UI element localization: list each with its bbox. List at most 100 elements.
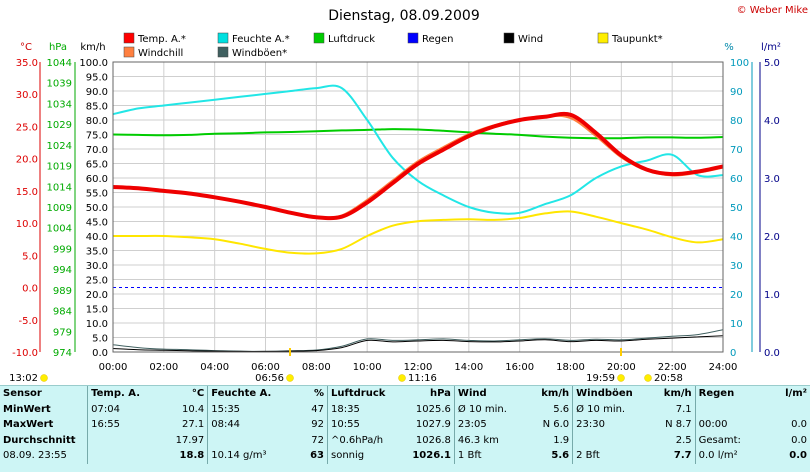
legend-swatch	[597, 32, 609, 44]
stats-cell: 1027.9	[415, 419, 451, 431]
wind-tick-label: 80.0	[86, 116, 108, 127]
wind-tick-label: 0.0	[92, 348, 108, 359]
time-tick-label: 08:00	[302, 362, 331, 373]
sun-marker-label: 13:02	[9, 373, 38, 384]
wind-tick-label: 90.0	[86, 87, 108, 98]
rain-tick-label: 4.0	[764, 116, 780, 127]
axis-ticks: 100.095.090.085.080.075.070.065.060.055.…	[12, 58, 780, 373]
legend-swatch	[503, 32, 515, 44]
time-tick-label: 06:00	[251, 362, 280, 373]
time-tick-label: 22:00	[658, 362, 687, 373]
stats-cell: l/m²	[785, 388, 807, 400]
sun-icon	[40, 374, 48, 382]
stats-cell: Wind	[453, 386, 519, 402]
pressure-tick-label: 979	[53, 327, 72, 338]
humidity-tick-label: 0	[730, 348, 736, 359]
chart-title: Dienstag, 08.09.2009	[328, 8, 479, 24]
stats-cell: 23:30	[572, 417, 639, 433]
stats-cell: 27.1	[181, 419, 205, 431]
pressure-unit-label: hPa	[49, 42, 67, 53]
wind-tick-label: 60.0	[86, 174, 108, 185]
sun-marker-label: 19:59	[586, 373, 615, 384]
humidity-tick-label: 40	[730, 232, 743, 243]
stats-cell: 1 Bft	[453, 448, 519, 464]
stats-cell: 18:35	[327, 401, 396, 417]
wind-tick-label: 40.0	[86, 232, 108, 243]
temp-tick-label: 10.0	[16, 219, 38, 230]
humidity-tick-label: 100	[730, 58, 749, 69]
stats-cell: 72	[311, 434, 324, 446]
sun-icon	[644, 374, 652, 382]
sun-icon	[286, 374, 294, 382]
copyright-label: © Weber Mike	[737, 5, 808, 16]
humidity-unit-label: %	[724, 42, 734, 53]
stats-cell: Regen	[694, 386, 764, 402]
temp-tick-label: 25.0	[16, 122, 38, 133]
stats-cell: 18.8	[179, 450, 205, 462]
stats-cell: 23:05	[453, 417, 519, 433]
wind-tick-label: 45.0	[86, 218, 108, 229]
stats-cell: ^0.6hPa/h	[327, 432, 396, 448]
pressure-tick-label: 1014	[47, 182, 72, 193]
series-taupunkt	[113, 210, 724, 255]
wind-tick-label: 75.0	[86, 131, 108, 142]
pressure-tick-label: 1029	[47, 120, 72, 131]
stats-cell	[87, 432, 154, 448]
sun-icon	[617, 374, 625, 382]
stats-cell: 7.7	[673, 450, 692, 462]
pressure-tick-label: 1024	[47, 141, 72, 152]
stats-cell: 1026.8	[415, 434, 451, 446]
sun-marker-label: 06:56	[255, 373, 284, 384]
stats-row: 08.09. 23:55 18.8 10.14 g/m³ 63 sonnig 1026.1…	[0, 448, 810, 464]
wind-tick-label: 25.0	[86, 276, 108, 287]
wind-tick-label: 65.0	[86, 160, 108, 171]
stats-table: Sensor Temp. A. °C Feuchte A.% Luftdruck hPa W…	[0, 386, 810, 464]
stats-cell: 5.6	[551, 450, 570, 462]
stats-cell: 10.4	[181, 403, 205, 415]
stats-cell: 16:55	[87, 417, 154, 433]
sun-marker-label: 20:58	[654, 373, 683, 384]
humidity-tick-label: 80	[730, 116, 743, 127]
stats-cell: 7.1	[675, 403, 692, 415]
series-temp-a	[112, 111, 724, 221]
humidity-tick-label: 60	[730, 174, 743, 185]
temp-tick-label: 30.0	[16, 90, 38, 101]
series-luftdruck	[112, 128, 724, 140]
stats-cell: Feuchte A.	[207, 386, 277, 402]
wind-tick-label: 95.0	[86, 73, 108, 84]
legend: Temp. A.* Feuchte A.* Luftdruck Regen Wind Ta…	[123, 32, 663, 59]
pressure-tick-label: 984	[53, 307, 72, 318]
stats-cell: Gesamt:	[694, 432, 764, 448]
legend-label: Windböen*	[232, 48, 287, 59]
time-tick-label: 10:00	[353, 362, 382, 373]
stats-cell: Ø 10 min.	[572, 401, 639, 417]
pressure-tick-label: 1009	[47, 203, 72, 214]
stats-cell: N 8.7	[665, 419, 692, 431]
wind-tick-label: 35.0	[86, 247, 108, 258]
rain-tick-label: 3.0	[764, 174, 780, 185]
stats-cell: Ø 10 min.	[453, 401, 519, 417]
stats-cell: 2.5	[675, 434, 692, 446]
stats-row: MinWert 07:04 10.4 15:35 47 18:35 1025.6 Ø 10 m…	[0, 401, 810, 417]
stats-cell: 08.09. 23:55	[3, 450, 67, 462]
temp-tick-label: 35.0	[16, 58, 38, 69]
temp-tick-label: -5.0	[18, 316, 38, 327]
stats-panel: Sensor Temp. A. °C Feuchte A.% Luftdruck hPa W…	[0, 385, 810, 472]
time-tick-label: 18:00	[556, 362, 585, 373]
legend-label: Windchill	[138, 48, 183, 59]
wind-tick-label: 85.0	[86, 102, 108, 113]
stats-cell: Luftdruck	[327, 386, 396, 402]
stats-header-row: Sensor Temp. A. °C Feuchte A.% Luftdruck hPa W…	[0, 386, 810, 402]
stats-cell: °C	[191, 388, 205, 400]
series-wind	[112, 335, 724, 352]
legend-swatch	[123, 32, 135, 44]
stats-cell: 00:00	[694, 417, 764, 433]
stats-cell	[694, 401, 764, 417]
time-tick-label: 16:00	[505, 362, 534, 373]
stats-row: Durchschnitt 17.97 72 ^0.6hPa/h 1026.8 46.3 k…	[0, 432, 810, 448]
stats-cell: 46.3 km	[453, 432, 519, 448]
time-tick-label: 20:00	[607, 362, 636, 373]
stats-cell: 63	[310, 450, 324, 462]
stats-cell: 2 Bft	[572, 448, 639, 464]
stats-cell: 08:44	[207, 417, 277, 433]
